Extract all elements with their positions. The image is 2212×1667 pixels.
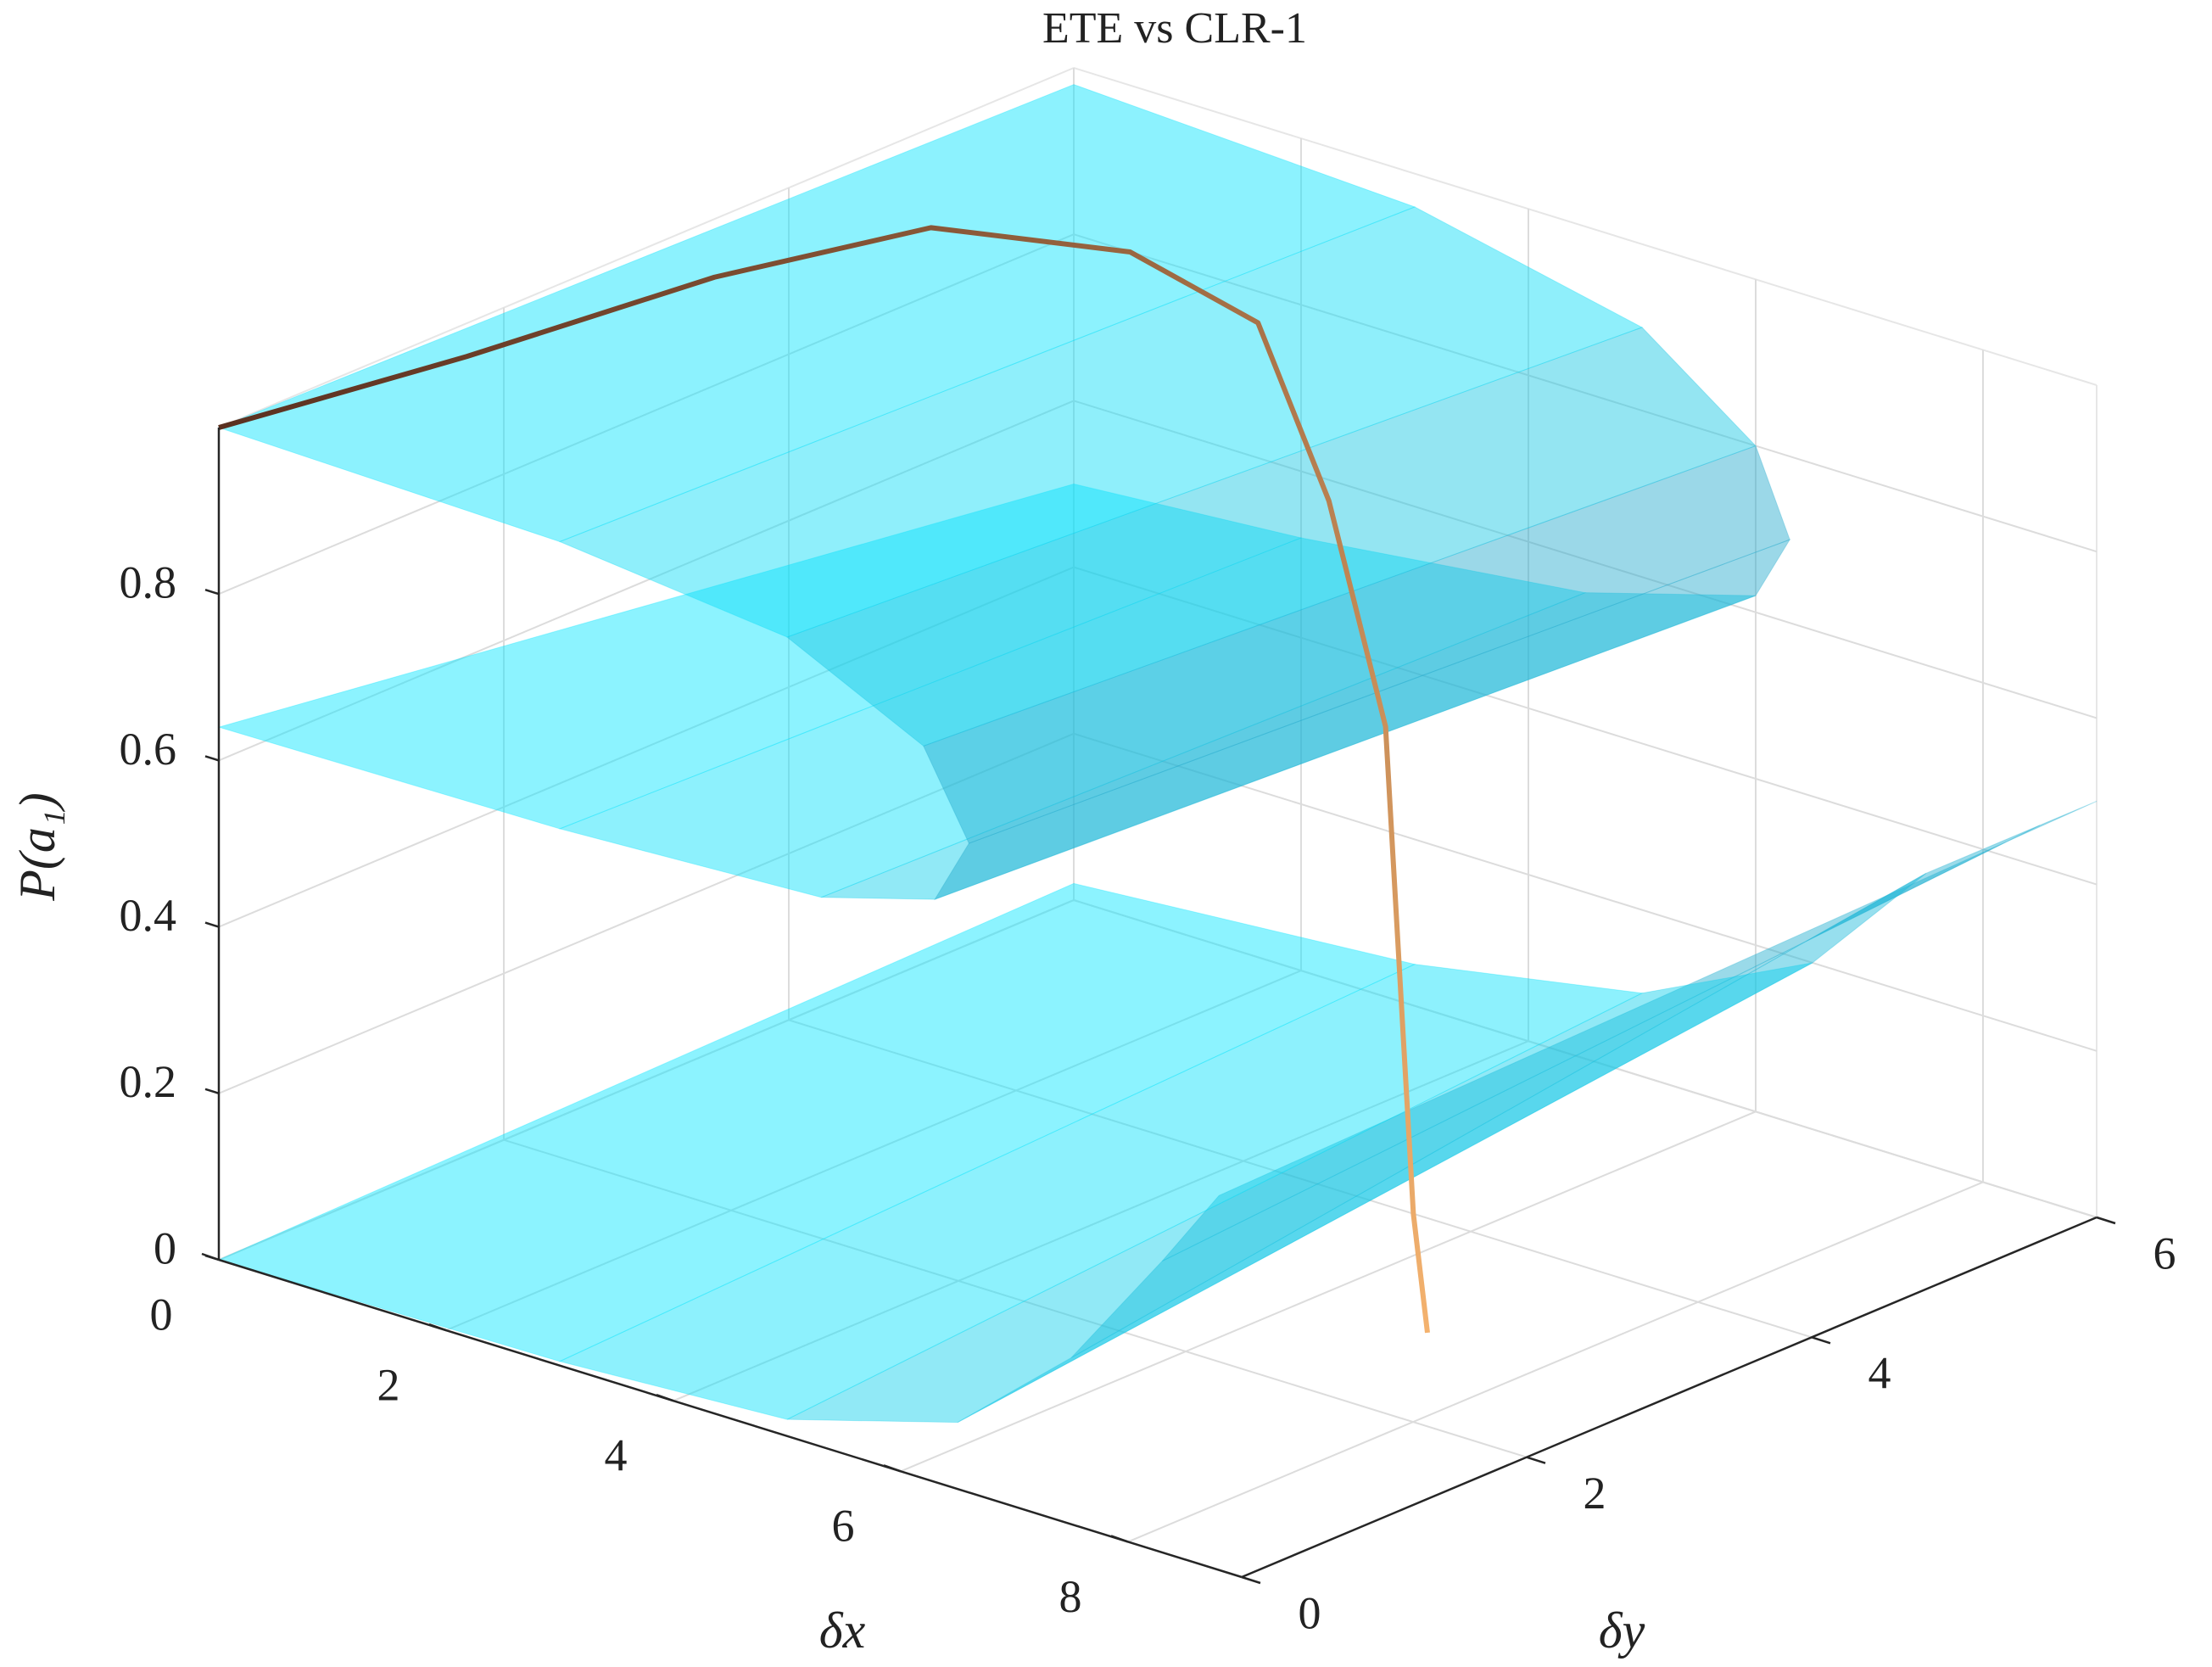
z-tick	[204, 921, 220, 928]
surface-patch	[957, 872, 1927, 1424]
surface-patch	[786, 962, 1813, 1424]
surface-patch	[558, 964, 1644, 1420]
x-tick-label: 4	[605, 1430, 628, 1481]
x-axis-label: δx	[819, 1603, 866, 1659]
surface-patch	[558, 537, 1587, 898]
y-tick	[1526, 1456, 1546, 1464]
surface-patch	[558, 206, 1644, 638]
grid-line	[1127, 350, 1984, 1543]
surface-patch	[217, 882, 1416, 1362]
y-tick-label: 6	[2153, 1228, 2176, 1278]
y-axis-label: δy	[1599, 1603, 1645, 1659]
x-tick-label: 8	[1059, 1571, 1082, 1622]
z-axis-label: P(a₁)	[9, 792, 65, 901]
y-tick	[1241, 1575, 1261, 1585]
z-tick-label: 0.4	[120, 890, 177, 941]
box-edge	[1073, 67, 2097, 386]
x-tick-label: 6	[832, 1501, 855, 1552]
z-tick-label: 0.6	[120, 724, 177, 775]
x-axis	[218, 1258, 1243, 1579]
x-tick-label: 2	[377, 1360, 400, 1411]
x-tick	[201, 1252, 220, 1261]
surface-curve	[218, 225, 1430, 1334]
y-tick-label: 2	[1584, 1468, 1606, 1519]
x-tick-label: 0	[150, 1289, 173, 1340]
z-tick	[204, 755, 220, 762]
grid-line	[673, 209, 1529, 1402]
y-axis	[1241, 1216, 2097, 1579]
z-tick	[204, 589, 220, 596]
surface-patch	[1161, 801, 2097, 1262]
z-tick	[204, 1088, 220, 1094]
surface-patch	[821, 592, 1757, 900]
surface-patch	[785, 327, 1757, 747]
chart-title: ETE vs CLR-1	[1042, 4, 1307, 53]
surface-patch	[217, 483, 1303, 830]
x-tick	[428, 1323, 447, 1332]
box-edge	[218, 67, 1075, 428]
surface-patch	[217, 84, 1416, 543]
x-tick	[656, 1394, 674, 1402]
z-tick-label: 0.2	[120, 1056, 177, 1107]
surface-patch	[1070, 825, 2041, 1358]
z-tick-label: 0.8	[120, 557, 177, 608]
surface-patch	[934, 539, 1791, 901]
y-tick	[2096, 1216, 2116, 1225]
x-tick	[1110, 1535, 1129, 1543]
grid-line	[445, 138, 1302, 1332]
x-tick	[883, 1464, 902, 1473]
grid-line	[900, 279, 1757, 1473]
z-tick-label: 0	[154, 1222, 176, 1273]
y-tick-label: 4	[1868, 1348, 1891, 1399]
y-tick	[1811, 1336, 1831, 1345]
surface-patch	[923, 445, 1790, 844]
y-tick-label: 0	[1299, 1587, 1321, 1638]
grid-line	[218, 68, 1075, 1261]
